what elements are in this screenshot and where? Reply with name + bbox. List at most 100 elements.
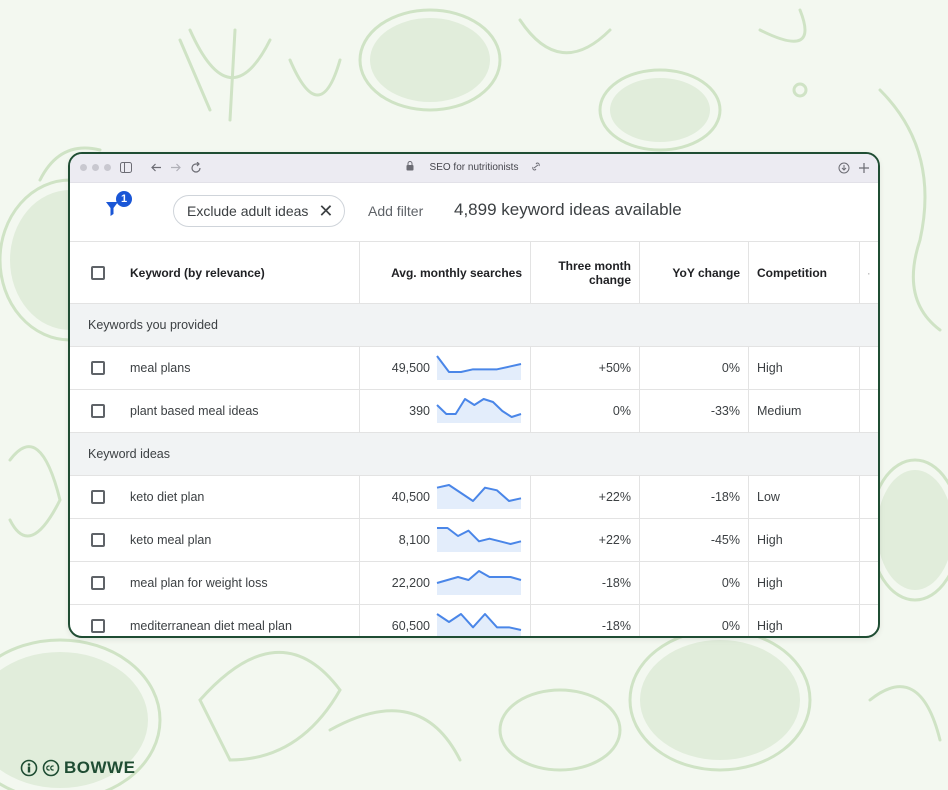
filter-chip-label: Exclude adult ideas [187,203,309,219]
reload-icon[interactable] [190,162,202,174]
extra-cell [859,518,878,562]
extra-cell [859,346,878,390]
row-checkbox-cell [70,561,122,605]
avg-searches-cell: 22,200 [359,561,531,605]
keyword-ideas-count: 4,899 keyword ideas available [454,200,682,219]
yoy-change-cell: 0% [639,346,749,390]
trend-sparkline [436,484,522,509]
three-month-change-cell: +22% [530,475,640,519]
select-all-cell [70,242,122,304]
sparkline-area [437,485,521,509]
three-month-change-cell: +22% [530,518,640,562]
sparkline-line [436,613,522,631]
avg-searches-value: 49,500 [391,361,430,375]
extra-cell [859,389,878,433]
browser-window: SEO for nutritionists 1 Exclude adult id… [68,152,880,638]
competition-cell: High [748,604,860,636]
sparkline-area [437,614,521,636]
keyword-cell[interactable]: meal plan for weight loss [122,561,360,605]
tab-title[interactable]: SEO for nutritionists [429,162,519,173]
table-row[interactable]: keto diet plan 40,500 +22% -18% Low [70,475,878,519]
keyword-cell[interactable]: mediterranean diet meal plan [122,604,360,636]
table-row[interactable]: keto meal plan 8,100 +22% -45% High [70,518,878,562]
row-checkbox[interactable] [91,576,105,591]
column-header-yoy-change[interactable]: YoY change [639,242,749,304]
table-row[interactable]: plant based meal ideas 390 0% -33% Mediu… [70,389,878,433]
column-header-avg-searches[interactable]: Avg. monthly searches [359,242,531,304]
forward-arrow-icon[interactable] [170,162,182,173]
competition-cell: Medium [748,389,860,433]
table-row[interactable]: mediterranean diet meal plan 60,500 -18%… [70,604,878,636]
download-icon[interactable] [838,162,850,174]
section-title: Keywords you provided [70,303,878,347]
link-icon[interactable] [530,162,542,172]
minimize-window-dot[interactable] [92,164,99,171]
filter-toolbar: 1 Exclude adult ideas ✕ Add filter 4,899… [70,183,878,242]
sparkline-line [436,570,522,584]
trend-sparkline [436,355,522,380]
competition-cell: High [748,346,860,390]
avg-searches-cell: 40,500 [359,475,531,519]
trend-sparkline [436,398,522,423]
sparkline-area [437,571,521,595]
select-all-checkbox[interactable] [91,265,105,280]
row-checkbox[interactable] [91,619,105,634]
window-controls[interactable] [80,164,111,171]
new-tab-icon[interactable] [858,162,870,174]
avg-searches-value: 8,100 [398,533,430,547]
creative-commons-icon [42,759,60,777]
row-checkbox-cell [70,604,122,636]
row-checkbox[interactable] [91,490,105,505]
avg-searches-cell: 60,500 [359,604,531,636]
lock-icon [406,161,414,171]
row-checkbox-cell [70,475,122,519]
close-icon[interactable]: ✕ [318,201,334,221]
trend-sparkline [436,613,522,636]
filter-icon[interactable] [104,199,124,219]
table-row[interactable]: meal plan for weight loss 22,200 -18% 0%… [70,561,878,605]
attribution-icon [20,759,38,777]
column-header-keyword[interactable]: Keyword (by relevance) [122,242,360,304]
avg-searches-cell: 8,100 [359,518,531,562]
section-title: Keyword ideas [70,432,878,476]
column-header-competition[interactable]: Competition [748,242,860,304]
section-header-row: Keywords you provided [70,303,878,347]
three-month-change-cell: 0% [530,389,640,433]
sidebar-toggle-icon[interactable] [120,162,132,173]
sparkline-line [436,484,522,502]
column-stub-mark: · [867,268,871,279]
row-checkbox[interactable] [91,404,105,419]
keyword-cell[interactable]: keto meal plan [122,518,360,562]
filter-chip-exclude-adult[interactable]: Exclude adult ideas ✕ [173,195,345,227]
close-window-dot[interactable] [80,164,87,171]
trend-sparkline [437,527,522,552]
yoy-change-cell: -45% [639,518,749,562]
keyword-cell[interactable]: meal plans [122,346,360,390]
row-checkbox-cell [70,346,122,390]
add-filter-button[interactable]: Add filter [368,203,424,219]
column-header-three-month-change[interactable]: Three month change [530,242,640,304]
avg-searches-value: 390 [409,404,430,418]
row-checkbox[interactable] [91,533,105,548]
brand-logo: BOWWE [20,758,135,778]
competition-cell: High [748,518,860,562]
yoy-change-cell: 0% [639,604,749,636]
back-arrow-icon[interactable] [150,162,162,173]
zoom-window-dot[interactable] [104,164,111,171]
competition-cell: Low [748,475,860,519]
row-checkbox-cell [70,389,122,433]
sparkline-area [437,356,521,380]
three-month-change-cell: -18% [530,561,640,605]
extra-cell [859,561,878,605]
yoy-change-cell: -18% [639,475,749,519]
sparkline-area [437,399,521,423]
keyword-cell[interactable]: keto diet plan [122,475,360,519]
row-checkbox[interactable] [91,361,105,376]
table-row[interactable]: meal plans 49,500 +50% 0% High [70,346,878,390]
yoy-change-cell: -33% [639,389,749,433]
table-header-row: Keyword (by relevance) Avg. monthly sear… [70,242,878,304]
keyword-cell[interactable]: plant based meal ideas [122,389,360,433]
sparkline-area [437,528,521,552]
yoy-change-cell: 0% [639,561,749,605]
sparkline-line [436,355,522,373]
